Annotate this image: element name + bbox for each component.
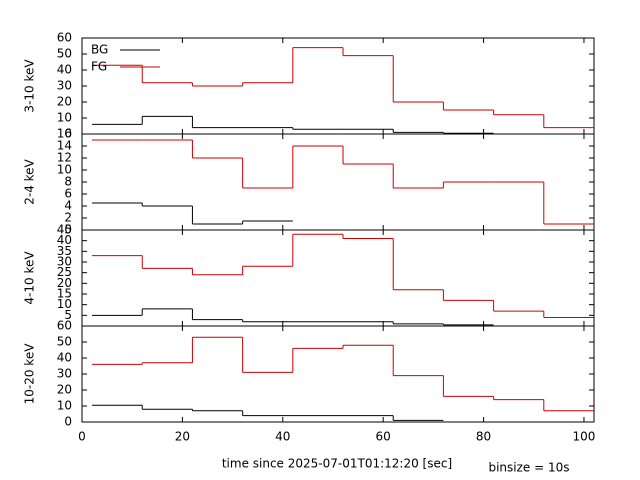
y-tick-label: 20 — [57, 383, 72, 397]
y-tick-label: 50 — [57, 47, 72, 61]
y-tick-label: 25 — [57, 265, 72, 279]
legend-label: BG — [91, 43, 108, 57]
x-tick-label: 40 — [275, 430, 290, 444]
y-tick-label: 16 — [57, 127, 72, 141]
annotation: binsize = 10s — [488, 461, 569, 475]
y-tick-label: 15 — [57, 287, 72, 301]
y-axis-label: 3-10 keV — [23, 59, 37, 113]
y-tick-label: 20 — [57, 95, 72, 109]
y-tick-label: 45 — [57, 223, 72, 237]
y-tick-label: 40 — [57, 63, 72, 77]
plot-frame — [81, 325, 595, 423]
y-tick-label: 60 — [57, 31, 72, 45]
x-tick-label: 20 — [175, 430, 190, 444]
y-tick-label: 60 — [57, 319, 72, 333]
y-tick-label: 35 — [57, 244, 72, 258]
y-axis-label: 10-20 keV — [23, 343, 37, 405]
y-tick-label: 40 — [57, 233, 72, 247]
y-tick-label: 30 — [57, 79, 72, 93]
x-tick-label: 80 — [476, 430, 491, 444]
x-axis-label: time since 2025-07-01T01:12:20 [sec] — [222, 457, 452, 471]
y-axis-label: 2-4 keV — [23, 158, 37, 204]
plot-frame — [81, 37, 595, 135]
y-tick-label: 0 — [64, 415, 72, 429]
y-tick-label: 10 — [57, 399, 72, 413]
x-tick-label: 100 — [573, 430, 596, 444]
y-axis-label: 4-10 keV — [23, 251, 37, 305]
y-tick-label: 30 — [57, 367, 72, 381]
plot-frame — [81, 229, 595, 327]
y-tick-label: 2 — [64, 211, 72, 225]
y-tick-label: 0 — [64, 223, 72, 237]
y-tick-label: 10 — [57, 297, 72, 311]
y-tick-label: 10 — [57, 111, 72, 125]
y-tick-label: 8 — [64, 175, 72, 189]
y-tick-label: 0 — [64, 127, 72, 141]
y-tick-label: 40 — [57, 351, 72, 365]
y-tick-label: 4 — [64, 199, 72, 213]
y-tick-label: 10 — [57, 163, 72, 177]
y-tick-label: 5 — [64, 308, 72, 322]
x-tick-label: 60 — [376, 430, 391, 444]
y-tick-label: 50 — [57, 335, 72, 349]
x-tick-label: 0 — [78, 430, 86, 444]
y-tick-label: 14 — [57, 139, 72, 153]
y-tick-label: 30 — [57, 255, 72, 269]
y-tick-label: 6 — [64, 187, 72, 201]
y-tick-label: 20 — [57, 276, 72, 290]
legend-label: FG — [91, 60, 107, 74]
y-tick-label: 12 — [57, 151, 72, 165]
